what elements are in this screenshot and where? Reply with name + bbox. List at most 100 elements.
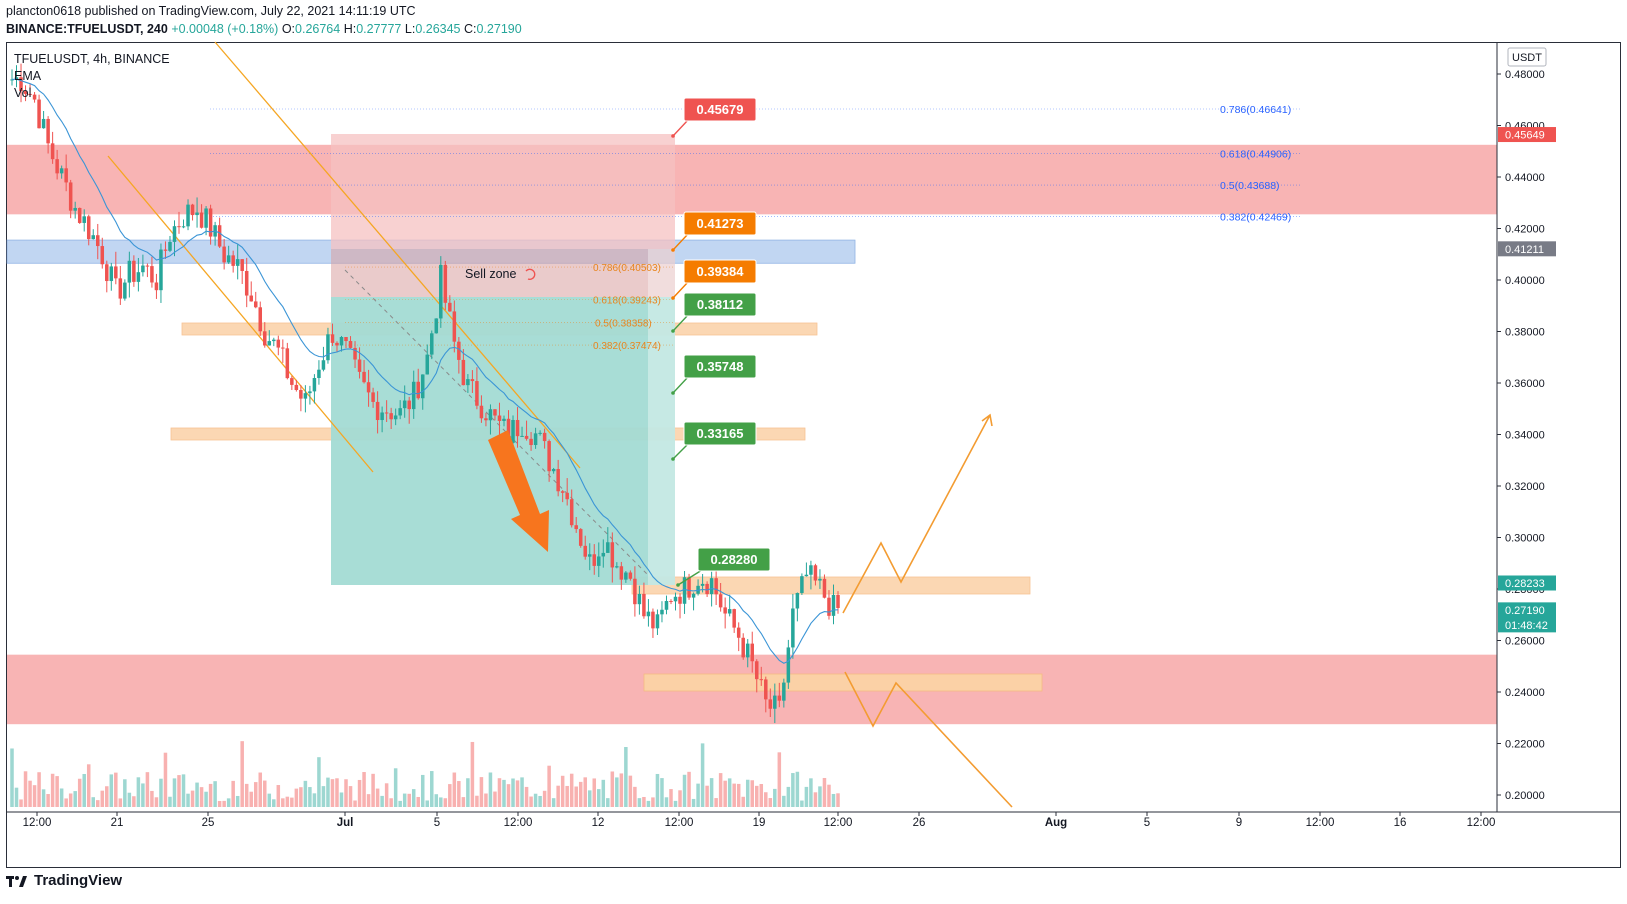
price-tag[interactable] <box>1498 127 1556 143</box>
candle-body <box>457 341 461 360</box>
candle-body <box>569 499 574 526</box>
fib-label: 0.786(0.46641) <box>1220 104 1291 116</box>
target-dot <box>671 329 675 333</box>
currency-badge[interactable] <box>1507 47 1547 67</box>
candle-body <box>330 334 335 343</box>
target-label: 0.39384 <box>697 264 745 279</box>
candle-body <box>818 578 822 581</box>
volume-bar <box>750 780 754 807</box>
volume-bar <box>691 798 696 807</box>
volume-bar <box>651 797 655 807</box>
candle-body <box>154 282 159 291</box>
y-tick-label: 0.20000 <box>1505 790 1545 802</box>
volume-bar <box>700 743 705 807</box>
candle-body <box>276 339 281 348</box>
volume-bar <box>82 773 86 807</box>
tradingview-logo-icon <box>6 874 28 888</box>
close-label: C: <box>463 22 477 36</box>
arrow-head-icon <box>981 413 993 427</box>
candle-body <box>822 578 827 598</box>
candle-body <box>479 405 484 419</box>
x-tick-label: 21 <box>111 817 124 829</box>
price-tag[interactable] <box>1498 602 1556 633</box>
volume-bar <box>226 798 231 807</box>
symbol-label[interactable]: BINANCE:TFUELUSDT, 240 <box>6 22 168 36</box>
chart-frame[interactable] <box>6 42 1621 868</box>
volume-bar <box>312 793 317 807</box>
volume-bar <box>32 785 37 807</box>
candle-body <box>272 339 276 342</box>
candle-body <box>127 260 132 283</box>
volume-bar <box>660 778 664 807</box>
volume-bar <box>172 778 177 807</box>
target-label-box[interactable] <box>683 292 757 317</box>
candle-body <box>466 379 470 386</box>
volume-bar <box>299 787 303 807</box>
candle-body <box>141 265 145 273</box>
candle-body <box>759 679 764 681</box>
candle-body <box>199 212 204 228</box>
volume-bar <box>46 794 50 807</box>
volume-bar <box>407 793 411 807</box>
volume-bar <box>290 797 294 807</box>
candle-body <box>420 374 425 399</box>
y-tick-label: 0.48000 <box>1505 69 1545 81</box>
target-label-box[interactable] <box>683 259 757 284</box>
price-tag-label: 0.45649 <box>1505 130 1545 142</box>
volume-bar <box>276 785 281 807</box>
legend-title[interactable]: TFUELUSDT, 4h, BINANCE <box>14 52 170 66</box>
candle-body <box>723 607 727 614</box>
brand-text: TradingView <box>34 872 123 889</box>
target-label-box[interactable] <box>683 211 757 236</box>
candle-body <box>791 608 795 648</box>
candle-body <box>145 265 150 267</box>
volume-bar <box>723 780 727 807</box>
volume-bar <box>118 798 123 807</box>
candle-body <box>506 418 511 443</box>
volume-bar <box>578 781 583 807</box>
candle-body <box>258 307 263 332</box>
volume-bar <box>515 780 520 807</box>
change-value: +0.00048 (+0.18%) <box>171 22 279 36</box>
price-tag[interactable] <box>1498 575 1556 591</box>
target-label: 0.28280 <box>711 552 758 567</box>
volume-bar <box>154 797 159 807</box>
volume-bar <box>461 797 466 807</box>
target-label-box[interactable] <box>697 547 771 572</box>
volume-bar <box>736 783 741 807</box>
target-label-box[interactable] <box>683 354 757 379</box>
candle-body <box>348 341 353 348</box>
y-tick-label: 0.22000 <box>1505 739 1545 751</box>
target-pointer <box>672 314 689 332</box>
target-dot <box>671 134 675 138</box>
volume-bar <box>272 799 276 807</box>
volume-bar <box>263 780 267 807</box>
volume-bar <box>655 773 660 807</box>
price-tag[interactable] <box>1498 241 1556 257</box>
candle-body <box>244 270 249 296</box>
legend-vol[interactable]: Vol <box>14 86 32 100</box>
volume-bar <box>448 784 452 807</box>
candle-body <box>624 572 628 580</box>
channel-lower-line <box>107 155 374 473</box>
volume-bar <box>520 777 524 807</box>
candle-body <box>68 182 73 211</box>
volume-bar <box>258 772 263 807</box>
volume-bar <box>497 778 502 807</box>
x-tick-label: 12:00 <box>824 817 853 829</box>
candle-body <box>308 391 312 394</box>
volume-bar <box>822 777 827 807</box>
candle-body <box>547 441 551 472</box>
legend-ema[interactable]: EMA <box>14 69 42 83</box>
candle-body <box>393 415 398 420</box>
volume-bar <box>547 765 551 807</box>
volume-bar <box>384 783 389 807</box>
volume-bar <box>244 783 249 807</box>
tradingview-brand[interactable]: TradingView <box>6 872 122 889</box>
volume-bar <box>673 800 678 807</box>
target-label-box[interactable] <box>683 421 757 446</box>
volume-bar <box>145 772 150 807</box>
candle-body <box>615 566 619 568</box>
target-label-box[interactable] <box>683 97 757 122</box>
